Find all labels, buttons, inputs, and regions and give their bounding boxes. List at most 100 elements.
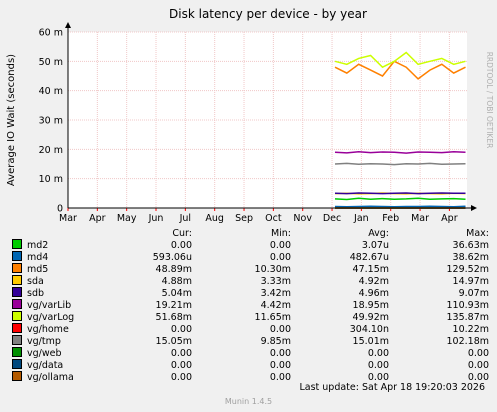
legend-avg-value: 49.92m: [352, 311, 389, 323]
legend-cur-value: 0.00: [170, 239, 192, 251]
x-tick-label: Jan: [353, 213, 369, 224]
legend-row: vg/home 0.00 0.00 304.10n 10.22m: [12, 323, 489, 335]
legend-series-label: vg/home: [27, 324, 69, 335]
plot-background: [68, 32, 467, 208]
series-line: [334, 192, 466, 195]
legend-max-value: 9.07m: [458, 287, 489, 299]
legend-series-name: md2: [12, 239, 102, 251]
legend-max-value: 0.00: [467, 347, 489, 359]
legend-max-value: 36.63m: [452, 239, 489, 251]
legend-row: md5 48.89m 10.30m 47.15m 129.52m: [12, 263, 489, 275]
legend-cur-value: 0.00: [170, 359, 192, 371]
series-line: [334, 60, 466, 80]
series-line: [334, 51, 466, 69]
legend-series-label: vg/data: [27, 360, 64, 371]
legend-max-value: 110.93m: [446, 299, 490, 311]
legend-avg-value: 18.95m: [352, 299, 389, 311]
legend-series-label: md5: [27, 264, 49, 275]
legend-avg-value: 482.67u: [349, 251, 389, 263]
legend-series-label: md2: [27, 240, 49, 251]
y-tick-label: 40 m: [39, 86, 63, 97]
legend-cur-value: 19.21m: [155, 299, 192, 311]
legend-color-swatch: [12, 335, 22, 345]
legend-cur-value: 51.68m: [155, 311, 192, 323]
y-tick-label: 30 m: [39, 116, 63, 127]
legend-row: sdb 5.04m 3.42m 4.96m 9.07m: [12, 287, 489, 299]
y-axis-label: Average IO Wait (seconds): [6, 54, 17, 186]
legend-color-swatch: [12, 239, 22, 249]
x-axis-arrow: [471, 205, 477, 211]
legend-header-name: [12, 228, 102, 239]
legend-cur-value: 0.00: [170, 371, 192, 383]
y-tick-label: 10 m: [39, 174, 63, 185]
legend-min-value: 0.00: [269, 251, 291, 263]
legend-cur-value: 48.89m: [155, 263, 192, 275]
legend-min-value: 4.42m: [260, 299, 291, 311]
legend-series-name: vg/home: [12, 323, 102, 335]
legend-row: sda 4.88m 3.33m 4.92m 14.97m: [12, 275, 489, 287]
legend-series-name: sda: [12, 275, 102, 287]
legend-series-name: vg/web: [12, 347, 102, 359]
x-tick-label: Mar: [411, 213, 429, 224]
legend-row: vg/tmp 15.05m 9.85m 15.01m 102.18m: [12, 335, 489, 347]
legend-min-value: 0.00: [269, 359, 291, 371]
legend-series-name: md4: [12, 251, 102, 263]
legend-color-swatch: [12, 371, 22, 381]
legend-header-row: Cur: Min: Avg: Max:: [12, 228, 489, 239]
legend-header-avg: Avg:: [368, 228, 389, 239]
legend-series-label: vg/varLib: [27, 300, 72, 311]
legend-cur-value: 0.00: [170, 347, 192, 359]
legend-min-value: 0.00: [269, 371, 291, 383]
legend-color-swatch: [12, 347, 22, 357]
x-tick-label: May: [117, 213, 137, 224]
legend-max-value: 102.18m: [446, 335, 490, 347]
legend-color-swatch: [12, 299, 22, 309]
legend-min-value: 3.42m: [260, 287, 291, 299]
y-tick-label: 0: [57, 204, 63, 215]
legend-series-label: md4: [27, 252, 49, 263]
series-line: [334, 197, 466, 201]
legend-min-value: 0.00: [269, 323, 291, 335]
legend-series-label: sda: [27, 276, 44, 287]
last-update-text: Last update: Sat Apr 18 19:20:03 2026: [299, 382, 485, 393]
legend-row: vg/varLog 51.68m 11.65m 49.92m 135.87m: [12, 311, 489, 323]
legend-max-value: 129.52m: [446, 263, 490, 275]
x-tick-label: Apr: [89, 213, 106, 224]
legend-max-value: 0.00: [467, 371, 489, 383]
series-line: [334, 162, 466, 166]
legend-color-swatch: [12, 323, 22, 333]
legend-row: vg/web 0.00 0.00 0.00 0.00: [12, 347, 489, 359]
legend-color-swatch: [12, 251, 22, 261]
x-tick-label: Dec: [323, 213, 341, 224]
legend-series-name: vg/varLib: [12, 299, 102, 311]
legend-min-value: 11.65m: [254, 311, 291, 323]
legend-table: Cur: Min: Avg: Max: md2 0.00 0.00 3.07u 36.6…: [12, 228, 489, 383]
legend-series-label: sdb: [27, 288, 45, 299]
legend-avg-value: 304.10n: [349, 323, 389, 335]
legend-avg-value: 3.07u: [361, 239, 389, 251]
legend-row: vg/varLib 19.21m 4.42m 18.95m 110.93m: [12, 299, 489, 311]
legend-avg-value: 15.01m: [352, 335, 389, 347]
legend-avg-value: 4.96m: [358, 287, 389, 299]
legend-cur-value: 5.04m: [161, 287, 192, 299]
x-tick-label: Jul: [179, 213, 191, 224]
legend-color-swatch: [12, 275, 22, 285]
legend-row: md2 0.00 0.00 3.07u 36.63m: [12, 239, 489, 251]
legend-cur-value: 593.06u: [152, 251, 192, 263]
legend-min-value: 10.30m: [254, 263, 291, 275]
legend-avg-value: 47.15m: [352, 263, 389, 275]
legend-header-cur: Cur:: [172, 228, 192, 239]
legend-series-label: vg/tmp: [27, 336, 61, 347]
legend-max-value: 14.97m: [452, 275, 489, 287]
legend-series-name: vg/ollama: [12, 371, 102, 383]
x-tick-label: Oct: [265, 213, 282, 224]
legend-row: md4 593.06u 0.00 482.67u 38.62m: [12, 251, 489, 263]
chart-plot: 0 10 m 20 m 30 m 40 m 50 m 60 m Mar Apr May Jun Jul…: [6, 7, 494, 224]
x-tick-label: Mar: [59, 213, 77, 224]
y-tick-label: 50 m: [39, 57, 63, 68]
legend-series-name: md5: [12, 263, 102, 275]
legend-cur-value: 15.05m: [155, 335, 192, 347]
legend-series-label: vg/varLog: [27, 312, 75, 323]
legend-cur-value: 0.00: [170, 323, 192, 335]
